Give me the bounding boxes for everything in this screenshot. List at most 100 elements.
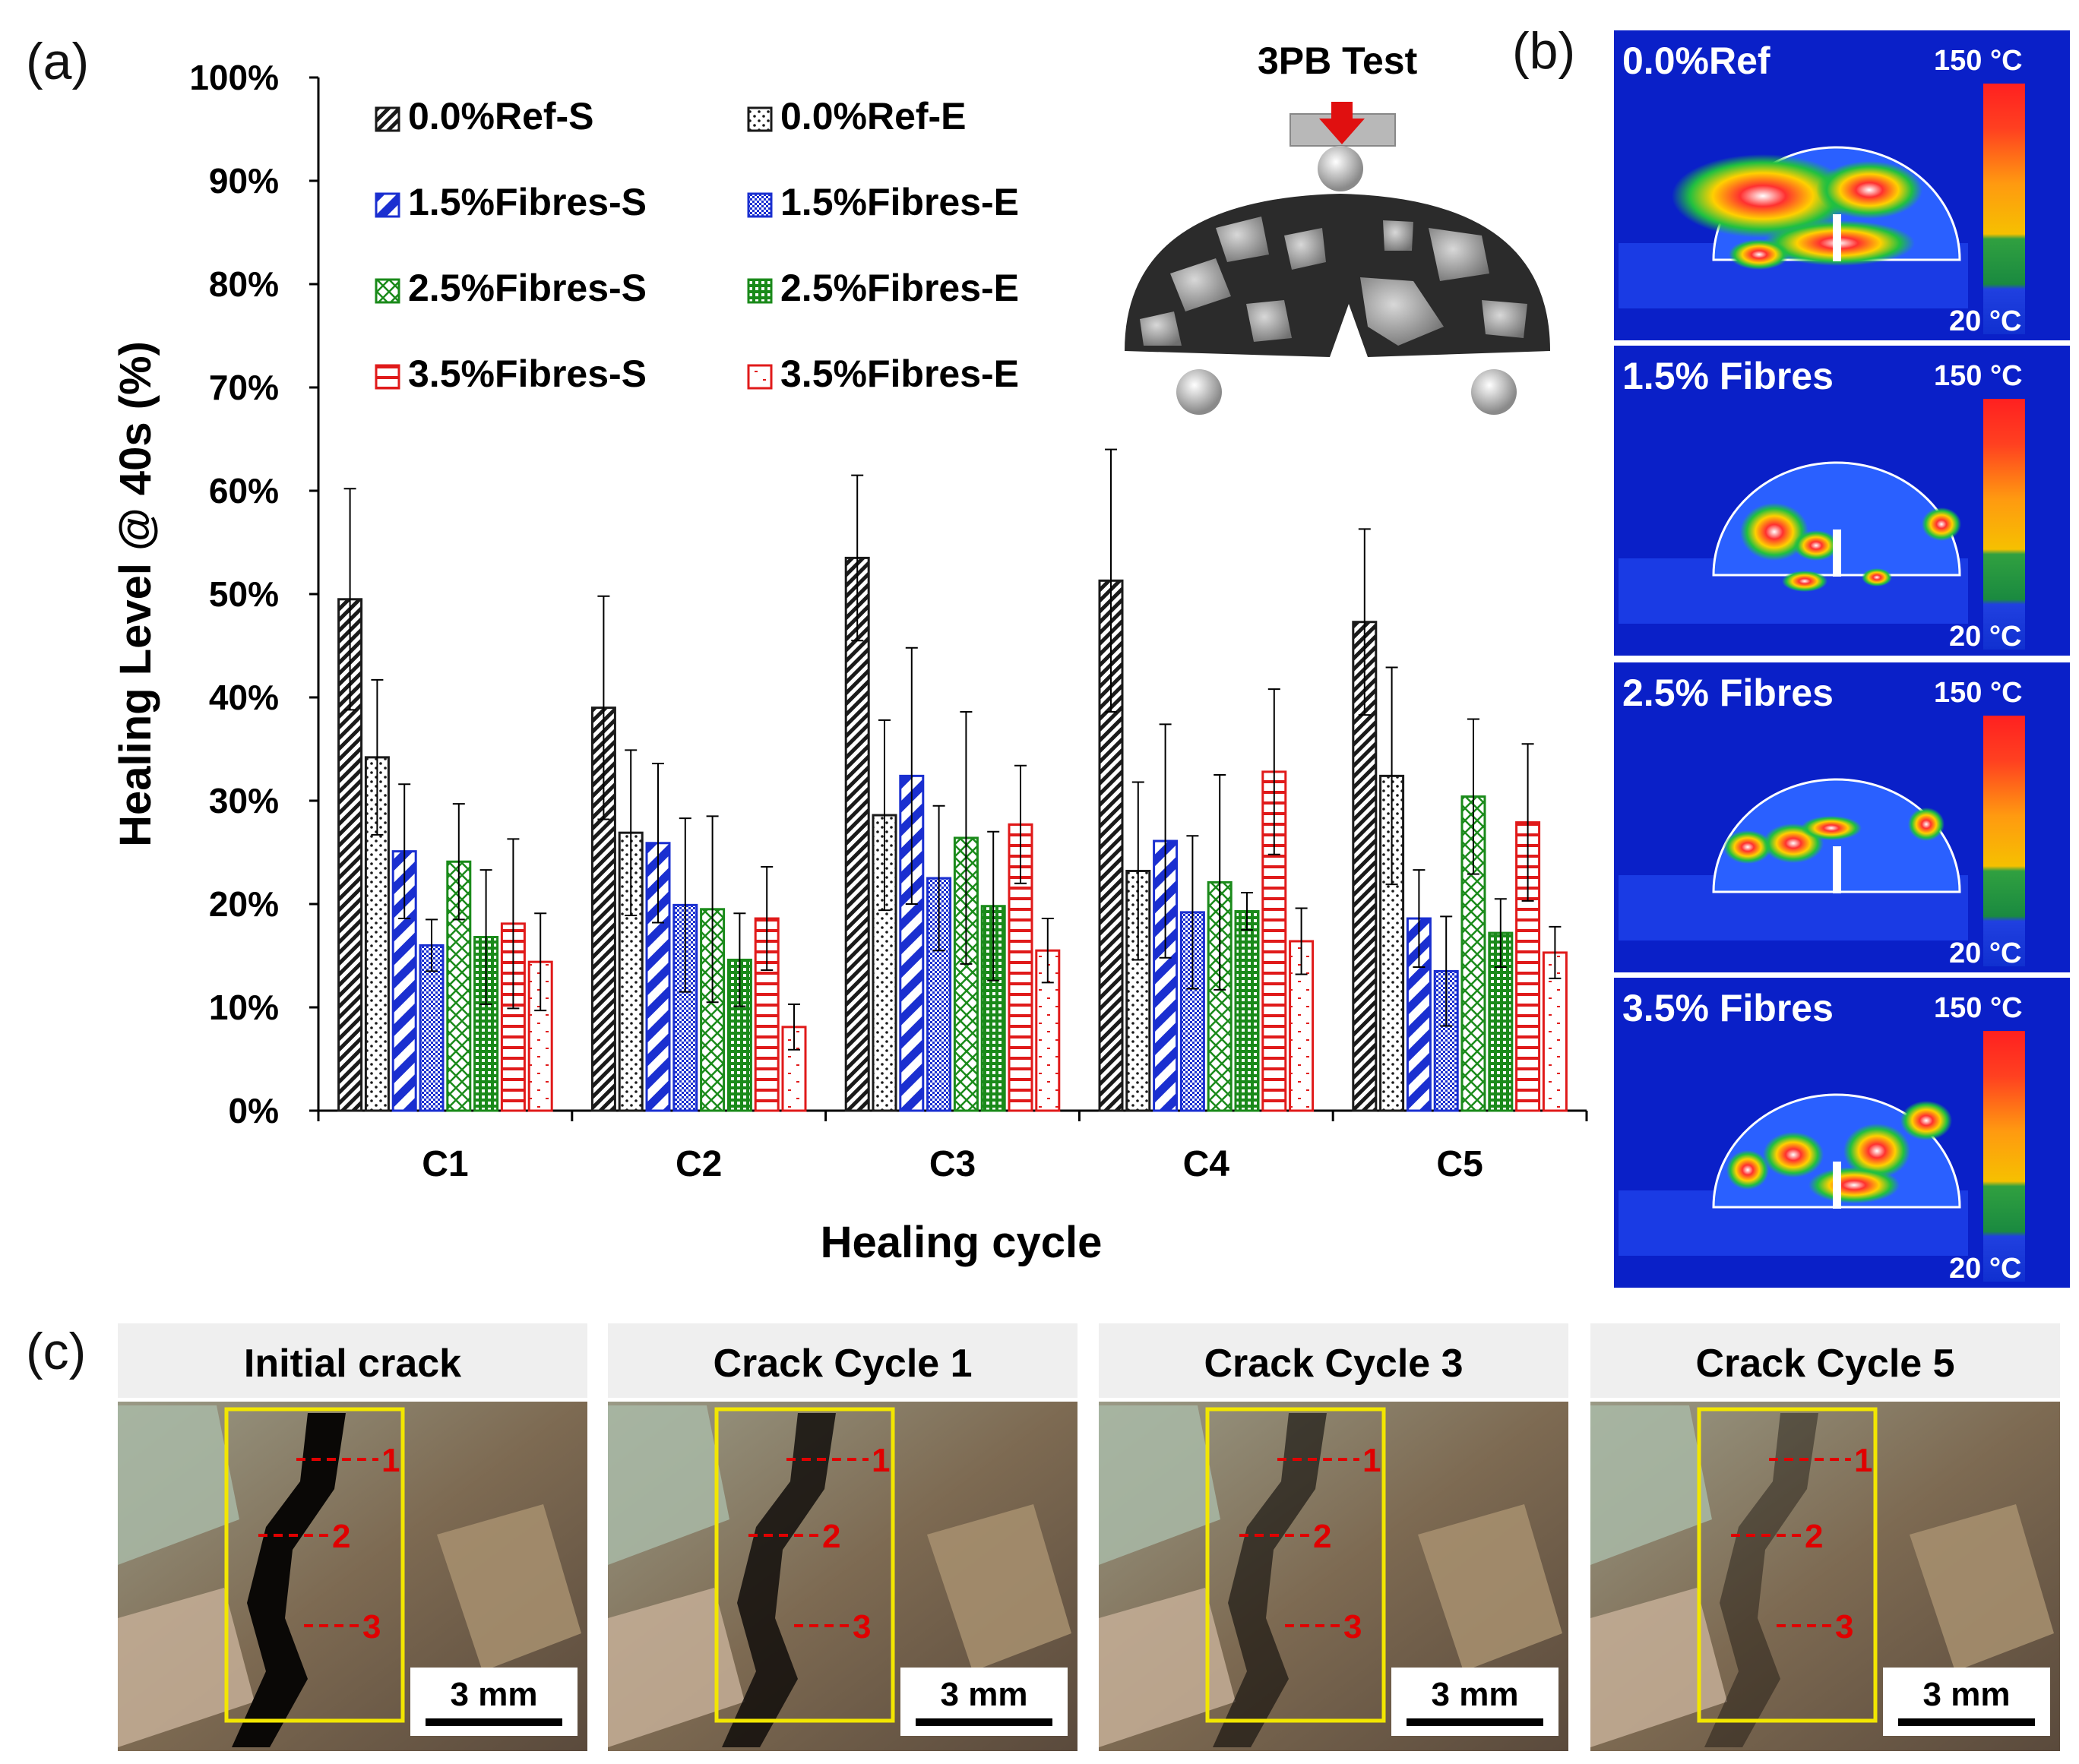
thermal-hotspot — [1862, 568, 1892, 586]
thermal-hotspot — [1808, 1167, 1900, 1203]
measurement-marker: 2 — [332, 1518, 350, 1555]
category-label: C5 — [1436, 1144, 1483, 1184]
aggregate-stones — [1140, 217, 1527, 346]
micrograph-title: Crack Cycle 3 — [1204, 1342, 1463, 1386]
micrograph-2: Crack Cycle 1 1 2 3 3 mm — [608, 1323, 1077, 1751]
thermal-panel-3: 2.5% Fibres 150 °C 20 °C — [1614, 662, 2070, 972]
crack-region — [722, 1413, 836, 1747]
y-tick-label: 0% — [229, 1091, 279, 1130]
micrograph-title: Initial crack — [244, 1342, 461, 1386]
notch-marker — [1833, 530, 1841, 577]
thermal-hotspot — [1816, 161, 1922, 219]
legend-label: 0.0%Ref-E — [780, 95, 967, 138]
thermal-hotspot — [1922, 507, 1961, 541]
micrograph-header — [1099, 1323, 1568, 1398]
measurement-marker: 3 — [1343, 1608, 1362, 1645]
micrograph-header — [608, 1323, 1077, 1398]
temp-max-label: 150 °C — [1934, 45, 2023, 77]
scale-bar — [916, 1718, 1052, 1726]
legend-swatch — [747, 192, 773, 218]
bar-chart: 0% 10% 20% 30% 40% 50% 60% 70% 80% 90% 100% C1 C2 C3… — [111, 58, 1588, 1267]
measurement-marker: 2 — [822, 1518, 840, 1555]
aggregate-grain — [608, 1405, 729, 1565]
thermal-hotspot — [1782, 571, 1827, 592]
aggregate-grain — [437, 1504, 581, 1671]
scale-label: 3 mm — [1432, 1676, 1519, 1713]
measurement-marker: 2 — [1313, 1518, 1331, 1555]
aggregate-grain — [1910, 1504, 2054, 1671]
measurement-marker: 1 — [1362, 1442, 1381, 1479]
thermal-title: 2.5% Fibres — [1622, 672, 1834, 714]
crack-region — [1213, 1413, 1327, 1747]
micrograph-header — [1590, 1323, 2060, 1398]
y-axis-title: Healing Level @ 40s (%) — [111, 341, 160, 847]
bar-0.0%Ref-S-C1 — [337, 598, 363, 1112]
temperature-colorbar — [1983, 399, 2025, 650]
bar-2.5%Fibres-S-C1 — [446, 860, 472, 1112]
thermal-hotspot — [1908, 808, 1945, 841]
scale-label: 3 mm — [941, 1676, 1028, 1713]
thermal-panel-4: 3.5% Fibres 150 °C 20 °C — [1614, 978, 2070, 1288]
micrograph-header — [118, 1323, 587, 1398]
legend-label: 1.5%Fibres-E — [780, 181, 1019, 223]
thermal-title: 0.0%Ref — [1622, 40, 1770, 82]
aggregate-grain — [1418, 1504, 1562, 1671]
category-label: C1 — [422, 1144, 468, 1184]
legend-swatch — [747, 364, 773, 390]
support-pin-left — [1176, 369, 1222, 415]
thermal-hotspot — [1723, 830, 1772, 864]
y-tick-label: 20% — [209, 884, 279, 924]
temp-max-label: 150 °C — [1934, 992, 2023, 1024]
legend-label: 1.5%Fibres-S — [408, 181, 647, 223]
temperature-colorbar — [1983, 84, 2025, 334]
aggregate-grain — [1590, 1588, 1727, 1747]
thermal-hotspot — [1729, 239, 1789, 270]
thermal-hotspot — [1900, 1101, 1952, 1140]
measurement-marker: 3 — [853, 1608, 871, 1645]
legend-label: 2.5%Fibres-S — [408, 267, 647, 309]
legend-swatch — [375, 192, 400, 218]
aggregate-grain — [118, 1588, 255, 1747]
y-tick-label: 70% — [209, 368, 279, 407]
y-tick-label: 60% — [209, 471, 279, 511]
notch-marker — [1833, 846, 1841, 893]
scale-label: 3 mm — [451, 1676, 538, 1713]
temp-min-label: 20 °C — [1949, 937, 2021, 969]
panel-label-b: (b) — [1512, 22, 1575, 80]
thermal-hotspot — [1740, 503, 1808, 561]
legend-swatch — [747, 106, 773, 132]
aggregate-grain — [608, 1588, 745, 1747]
crack-region — [232, 1413, 346, 1747]
load-arrow-icon — [1319, 102, 1365, 144]
panel-label-a: (a) — [26, 33, 89, 90]
support-pin-right — [1471, 369, 1517, 415]
panel-label-c: (c) — [26, 1323, 86, 1380]
loading-pin — [1318, 146, 1363, 191]
thermal-hotspot — [1801, 816, 1862, 840]
temp-max-label: 150 °C — [1934, 677, 2023, 709]
aggregate-grain — [1590, 1405, 1712, 1565]
y-tick-label: 100% — [189, 58, 279, 97]
legend: 0.0%Ref-S 0.0%Ref-E 1.5%Fibres-S 1.5%Fibres… — [375, 95, 1019, 395]
scale-bar — [426, 1718, 562, 1726]
legend-label: 3.5%Fibres-E — [780, 352, 1019, 395]
aggregate-grain — [927, 1504, 1071, 1671]
aggregate-grain — [1099, 1405, 1220, 1565]
y-tick-label: 50% — [209, 574, 279, 614]
micrograph-3: Crack Cycle 3 1 2 3 3 mm — [1099, 1323, 1568, 1751]
legend-swatch — [375, 364, 400, 390]
y-tick-label: 80% — [209, 264, 279, 304]
roi-box — [224, 1407, 405, 1723]
measurement-marker: 3 — [362, 1608, 381, 1645]
y-tick-label: 90% — [209, 161, 279, 201]
thermal-hotspot — [1763, 1132, 1824, 1178]
scale-label: 3 mm — [1923, 1676, 2011, 1713]
category-label: C2 — [676, 1144, 722, 1184]
micrograph-1: Initial crack 1 2 3 3 mm — [118, 1323, 587, 1751]
category-label: C3 — [929, 1144, 976, 1184]
measurement-marker: 1 — [381, 1442, 400, 1479]
notch-marker — [1833, 1162, 1841, 1209]
legend-label: 2.5%Fibres-E — [780, 267, 1019, 309]
legend-label: 3.5%Fibres-S — [408, 352, 647, 395]
